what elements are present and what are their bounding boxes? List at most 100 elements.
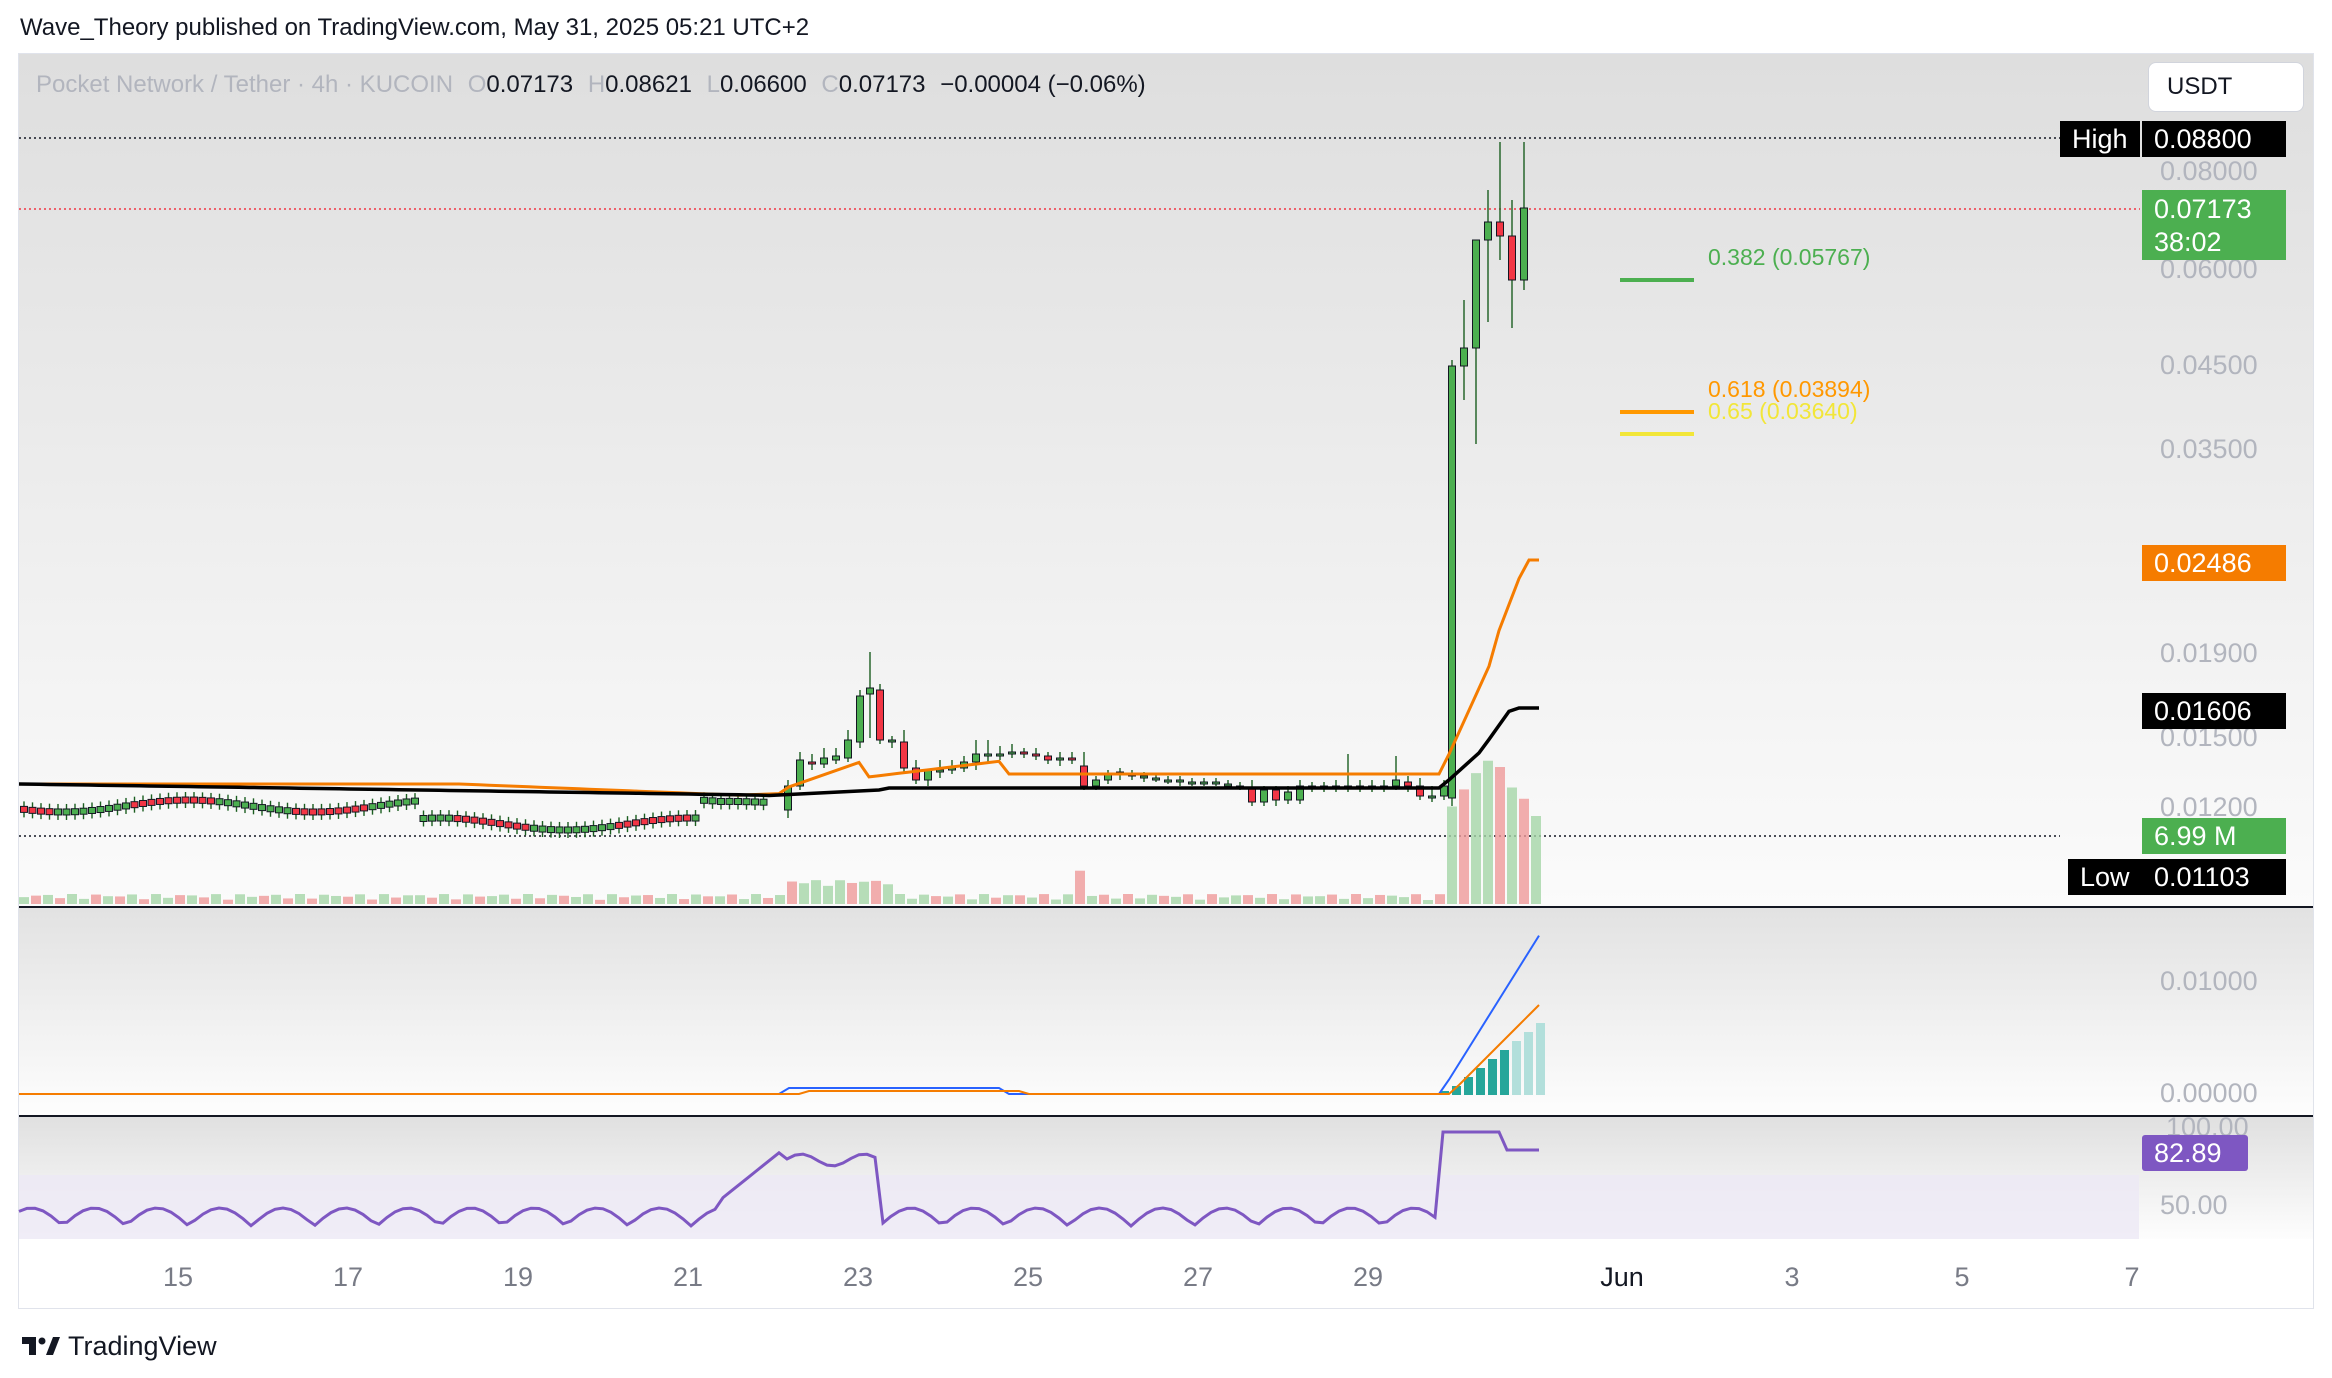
candle-body xyxy=(936,769,944,773)
fib-label-065: 0.65 (0.03640) xyxy=(1708,398,1858,424)
volume-bar xyxy=(475,896,485,904)
candle-body xyxy=(725,797,734,805)
legend-close-value: 0.07173 xyxy=(838,71,926,98)
last-price-value: 0.07173 xyxy=(2154,194,2252,224)
volume-bar xyxy=(1231,895,1241,904)
volume-bar xyxy=(1219,897,1229,904)
candle-body xyxy=(547,826,555,834)
volume-bar xyxy=(751,894,761,904)
fib-label-0382: 0.382 (0.05767) xyxy=(1708,244,1871,270)
candle-body xyxy=(1032,753,1040,757)
volume-bar xyxy=(235,894,245,904)
candle-body xyxy=(1044,755,1052,761)
candle-body xyxy=(1008,751,1016,755)
volume-bar xyxy=(571,896,581,904)
volume-bar xyxy=(379,894,389,904)
volume-bar xyxy=(1507,787,1517,904)
candle-body xyxy=(691,814,700,822)
candle-body xyxy=(54,808,62,816)
volume-bar xyxy=(595,899,605,904)
candle-body xyxy=(411,797,419,805)
volume-bar xyxy=(919,894,929,904)
volume-bar xyxy=(1471,773,1481,904)
candle-body xyxy=(844,739,852,759)
candle-body xyxy=(1404,781,1412,787)
candle-body xyxy=(615,821,623,829)
legend-open-label: O xyxy=(467,71,487,98)
volume-bar xyxy=(535,898,545,904)
volume-bar xyxy=(1183,894,1193,904)
volume-bar xyxy=(559,895,569,904)
volume-bar xyxy=(91,894,101,904)
volume-bar xyxy=(811,880,821,904)
candle-body xyxy=(1020,751,1028,755)
candle-body xyxy=(700,796,708,804)
candle-body xyxy=(1080,765,1088,787)
volume-bar xyxy=(403,895,413,904)
candle-body xyxy=(173,796,181,804)
ema-black-tag: 0.01606 xyxy=(2142,693,2286,729)
candle-body xyxy=(487,818,496,826)
candle-body xyxy=(156,797,164,805)
candle-body xyxy=(1520,207,1528,281)
candle-body xyxy=(309,808,317,816)
candle-body xyxy=(649,817,657,825)
time-axis-label: 19 xyxy=(502,1262,534,1292)
volume-bar xyxy=(1315,896,1325,904)
candle-body xyxy=(504,821,513,829)
volume-bar xyxy=(103,896,113,904)
candle-body xyxy=(751,798,759,806)
candle-body xyxy=(394,799,402,807)
candle-body xyxy=(996,753,1004,757)
main-pane-background xyxy=(19,54,2313,906)
volume-bar xyxy=(247,896,257,904)
macd-bar xyxy=(1524,1032,1533,1095)
candle-body xyxy=(360,804,368,812)
candle-body xyxy=(215,798,224,806)
volume-bar xyxy=(1147,894,1157,904)
candle-body xyxy=(632,819,640,827)
legend-close-label: C xyxy=(821,71,839,98)
candle-body xyxy=(300,808,309,816)
volume-bar xyxy=(1267,894,1277,904)
legend-change: −0.00004 (−0.06%) xyxy=(940,71,1146,98)
candle-body xyxy=(1224,783,1232,787)
volume-bar xyxy=(775,895,785,904)
volume-bar xyxy=(1135,898,1145,904)
volume-bar xyxy=(979,894,989,904)
candle-body xyxy=(555,826,564,834)
tradingview-logo[interactable]: TradingView xyxy=(20,1328,217,1364)
volume-bar xyxy=(643,895,653,904)
volume-bar xyxy=(1447,806,1457,904)
candle-body xyxy=(1152,777,1160,781)
candle-body xyxy=(1392,779,1400,787)
chart-frame[interactable] xyxy=(18,53,2314,1309)
candle-body xyxy=(28,806,37,814)
candle-body xyxy=(181,796,190,804)
volume-bar xyxy=(1495,767,1505,904)
candle-body xyxy=(385,800,394,808)
fib-label-0618: 0.618 (0.03894) xyxy=(1708,376,1871,402)
candle-body xyxy=(759,798,768,806)
volume-bar xyxy=(499,894,509,904)
candle-body xyxy=(1296,785,1304,801)
currency-select[interactable]: USDT xyxy=(2148,62,2304,112)
candle-body xyxy=(1068,757,1076,761)
volume-bar xyxy=(307,898,317,904)
volume-bar xyxy=(859,881,869,904)
macd-axis-label: 0.01000 xyxy=(2160,966,2258,996)
volume-bar xyxy=(787,881,797,904)
volume-bar xyxy=(223,899,233,904)
low-tag-label: Low xyxy=(2068,859,2142,895)
volume-bar xyxy=(79,898,89,904)
volume-bar xyxy=(319,894,329,904)
volume-bar xyxy=(151,894,161,904)
volume-bar xyxy=(1411,894,1421,904)
candle-body xyxy=(581,825,589,833)
volume-bar xyxy=(1459,789,1469,904)
volume-bar xyxy=(1387,895,1397,904)
candle-body xyxy=(876,689,884,741)
time-axis-label: 23 xyxy=(842,1262,874,1292)
candle-body xyxy=(572,826,581,834)
